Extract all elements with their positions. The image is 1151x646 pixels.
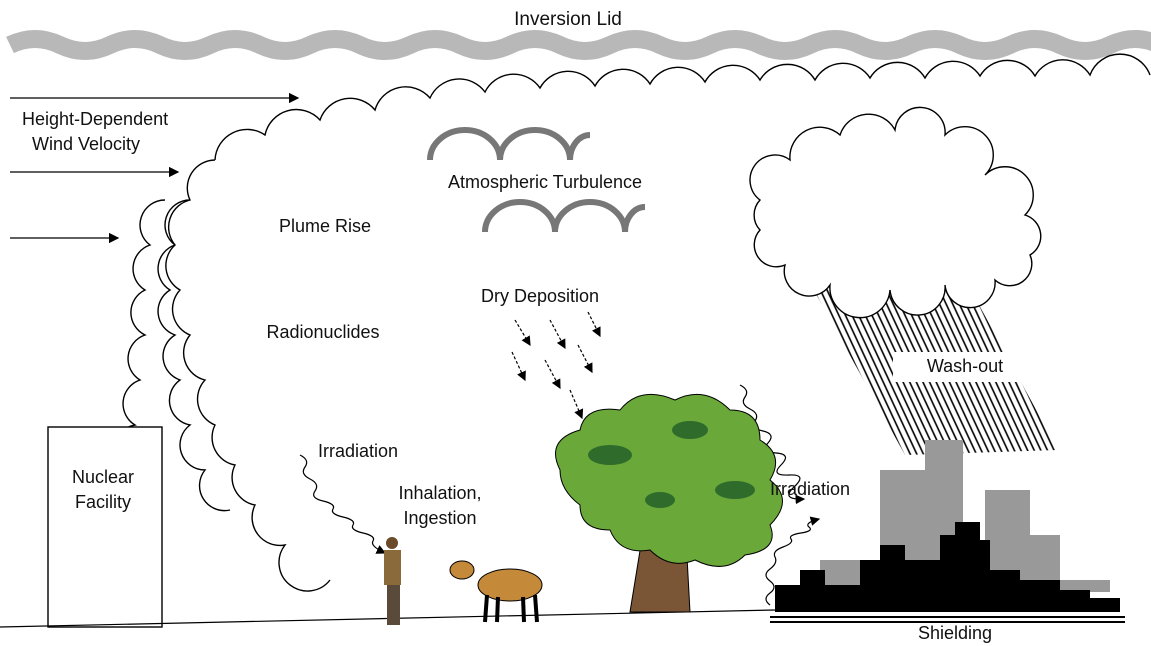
- inversion-lid: [6, 30, 1151, 60]
- label: Shielding: [918, 623, 992, 643]
- label: Wind Velocity: [32, 134, 140, 154]
- tree: [555, 393, 783, 613]
- label: Irradiation: [318, 441, 398, 461]
- cow: [449, 560, 543, 623]
- label: Ingestion: [403, 508, 476, 528]
- label: Irradiation: [770, 479, 850, 499]
- turbulence: [427, 127, 646, 233]
- label: Facility: [75, 492, 131, 512]
- label: Plume Rise: [279, 216, 371, 236]
- label: Nuclear: [72, 467, 134, 487]
- label: Inversion Lid: [514, 9, 622, 30]
- label: Wash-out: [927, 356, 1003, 376]
- label: Radionuclides: [266, 322, 379, 342]
- label: Inhalation,: [398, 483, 481, 503]
- nuclear-facility: [47, 426, 163, 628]
- label: Dry Deposition: [481, 286, 599, 306]
- wind-arrows: [10, 92, 300, 244]
- skyline: [770, 440, 1125, 623]
- deposition-arrows: [511, 311, 601, 420]
- person: [384, 537, 401, 625]
- irradiation-arrows: [299, 384, 821, 606]
- labels: Inversion Lid Height-Dependent Wind Velo…: [22, 9, 1003, 643]
- label: Height-Dependent: [22, 109, 168, 129]
- label: Atmospheric Turbulence: [448, 172, 642, 192]
- rain-cloud: [749, 106, 1058, 455]
